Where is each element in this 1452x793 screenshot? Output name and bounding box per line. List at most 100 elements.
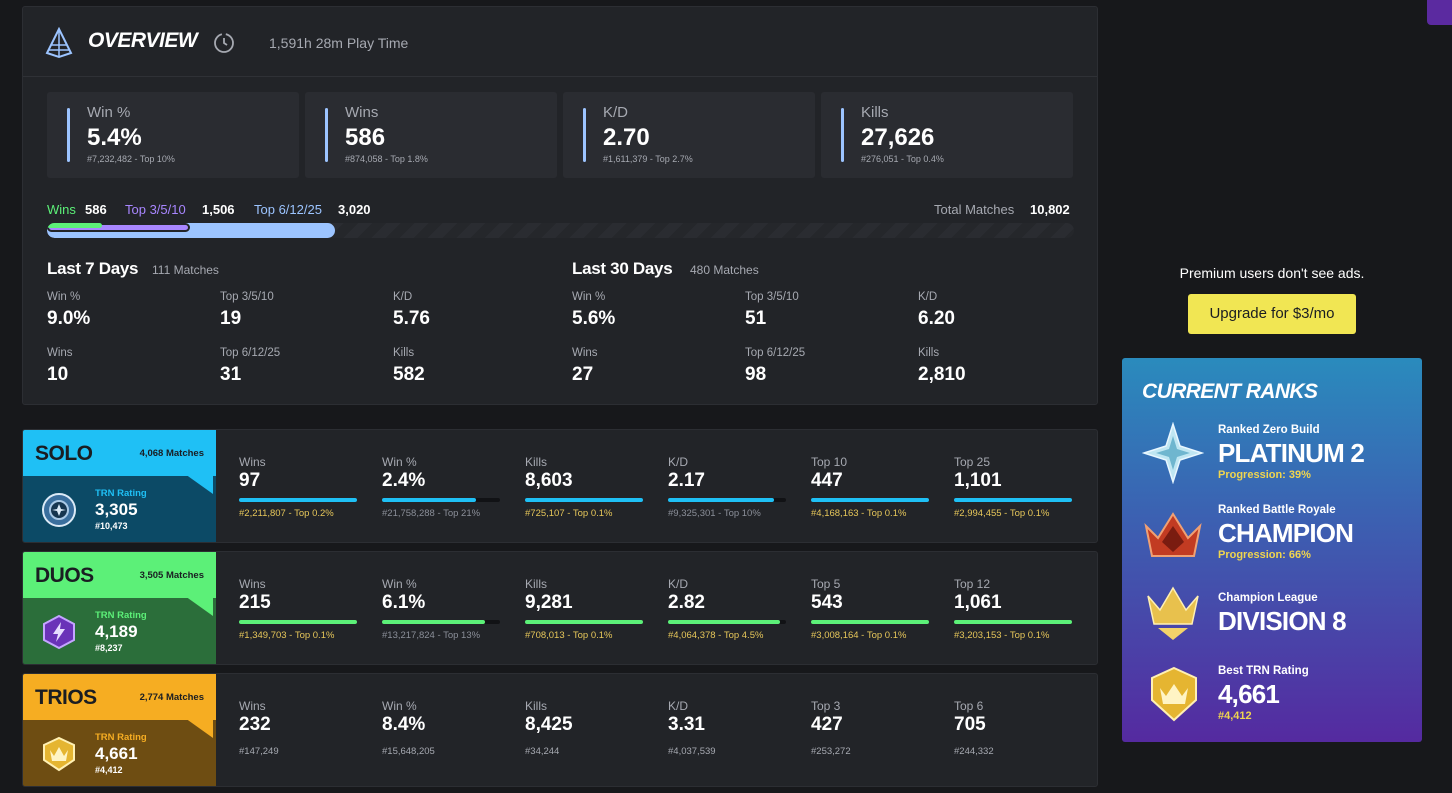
last30-stat-label: Win % (572, 291, 606, 303)
stat-rank: #7,232,482 - Top 10% (87, 154, 175, 164)
mode-stat-value: 8,603 (525, 470, 573, 491)
mode-name: SOLO (35, 442, 93, 465)
mode-stat-value: 543 (811, 592, 843, 613)
mode-stat-bar (811, 498, 929, 502)
stat-value: 2.70 (603, 124, 650, 151)
mode-stat-bar (668, 620, 786, 624)
mode-stat-bar-fill (954, 498, 1072, 502)
mode-stat: Kills 8,425 #34,244 (525, 674, 645, 786)
last7-stat-label: Wins (47, 347, 73, 359)
mode-stat-rank: #13,217,824 - Top 13% (382, 630, 481, 641)
last30-stat-value: 27 (572, 364, 594, 385)
placement-top3-value: 1,506 (202, 202, 235, 217)
mode-stat-value: 427 (811, 714, 843, 735)
rating-label: TRN Rating (95, 610, 147, 621)
mode-stat-rank: #708,013 - Top 0.1% (525, 630, 613, 641)
rank-zero-build-name: PLATINUM 2 (1218, 438, 1365, 468)
mode-card-trios[interactable]: TRIOS 2,774 Matches TRN Rating 4,661 #4,412 W… (22, 673, 1098, 787)
last30-stat-value: 98 (745, 364, 767, 385)
mode-stat: Wins 97 #2,211,807 - Top 0.2% (239, 430, 359, 542)
mode-stat-rank: #244,332 (954, 746, 994, 757)
mode-header-notch (185, 718, 213, 738)
corner-badge[interactable] (1427, 0, 1452, 25)
stat-accent-bar (583, 108, 586, 162)
mode-stat-bar (811, 620, 929, 624)
mode-stat-label: Win % (382, 577, 417, 591)
mode-stat-bar-fill (525, 498, 643, 502)
mode-header-notch (185, 596, 213, 616)
last7-stat-label: Win % (47, 291, 81, 303)
last7-stat-value: 5.76 (393, 308, 430, 329)
mode-stat-rank: #253,272 (811, 746, 851, 757)
mode-stat: Wins 232 #147,249 (239, 674, 359, 786)
mode-stat-rank: #34,244 (525, 746, 560, 757)
stat-label: Win % (87, 104, 131, 121)
last7-stat-label: K/D (393, 291, 413, 303)
mode-stat-bar (239, 498, 357, 502)
rating-value: 4,189 (95, 622, 138, 641)
mode-stat-bar-fill (239, 620, 357, 624)
mode-stat-label: Top 10 (811, 455, 848, 469)
mode-stat-label: Wins (239, 699, 266, 713)
mode-card-duos[interactable]: DUOS 3,505 Matches TRN Rating 4,189 #8,237 Wi… (22, 551, 1098, 665)
mode-stat-label: Win % (382, 455, 417, 469)
mode-stat-label: Top 6 (954, 699, 984, 713)
mode-stat: Kills 8,603 #725,107 - Top 0.1% (525, 430, 645, 542)
mode-left-panel: TRIOS 2,774 Matches TRN Rating 4,661 #4,412 (23, 674, 216, 786)
upgrade-button[interactable]: Upgrade for $3/mo (1188, 294, 1356, 334)
mode-stat-value: 6.1% (382, 592, 426, 613)
mode-stat-value: 2.82 (668, 592, 705, 613)
last7-stat-label: Kills (393, 347, 415, 359)
mode-card-solo[interactable]: SOLO 4,068 Matches TRN Rating 3,305 #10,473 W… (22, 429, 1098, 543)
rank-zero-build-category: Ranked Zero Build (1218, 424, 1320, 436)
mode-stat-value: 1,101 (954, 470, 1002, 491)
mode-stat-bar-fill (668, 620, 781, 624)
mode-matches: 2,774 Matches (139, 692, 204, 703)
last7-stat-value: 10 (47, 364, 69, 385)
mode-stat-bar-fill (668, 498, 775, 502)
mode-stat-bar-fill (382, 620, 485, 624)
mode-stat-value: 8.4% (382, 714, 426, 735)
overview-header: OVERVIEW 1,591h 28m Play Time (23, 7, 1097, 77)
mode-stat-label: Kills (525, 577, 548, 591)
rank-best-trn-rank: #4,412 (1218, 710, 1252, 722)
overview-stat-card: K/D 2.70 #1,611,379 - Top 2.7% (563, 92, 815, 178)
platinum-star-icon (1142, 422, 1204, 484)
mode-stat-value: 232 (239, 714, 271, 735)
overview-card: OVERVIEW 1,591h 28m Play Time Win % 5.4% #… (22, 6, 1098, 405)
mode-stat-rank: #9,325,301 - Top 10% (668, 508, 761, 519)
rank-best-trn-category: Best TRN Rating (1218, 665, 1309, 677)
mode-stat: Top 10 447 #4,168,163 - Top 0.1% (811, 430, 931, 542)
current-ranks-panel: CURRENT RANKS Ranked Zero Build PLATINUM… (1122, 358, 1422, 742)
mode-stat-rank: #3,203,153 - Top 0.1% (954, 630, 1050, 641)
solo-rank-icon (41, 492, 77, 528)
mode-stat-rank: #1,349,703 - Top 0.1% (239, 630, 335, 641)
mode-stat-value: 97 (239, 470, 261, 491)
mode-stat-bar-fill (811, 498, 929, 502)
mode-stat-rank: #4,064,378 - Top 4.5% (668, 630, 764, 641)
last30-stat-label: Wins (572, 347, 598, 359)
mode-stat: K/D 2.17 #9,325,301 - Top 10% (668, 430, 788, 542)
clock-icon (214, 33, 234, 53)
mode-stat: Top 12 1,061 #3,203,153 - Top 0.1% (954, 552, 1074, 664)
last7-stat-label: Top 3/5/10 (220, 291, 274, 303)
mode-header: TRIOS 2,774 Matches (23, 674, 216, 720)
mode-stat-bar (668, 498, 786, 502)
last7-title: Last 7 Days (47, 259, 139, 278)
stat-label: Wins (345, 104, 379, 121)
mode-stat-value: 2.17 (668, 470, 705, 491)
placement-top3-label: Top 3/5/10 (125, 202, 186, 217)
last30-stat-value: 51 (745, 308, 767, 329)
overview-pyramid-icon (45, 27, 73, 59)
mode-stat-label: Wins (239, 455, 266, 469)
rank-best-trn-name: 4,661 (1218, 679, 1280, 709)
stat-accent-bar (67, 108, 70, 162)
duos-rank-icon (41, 614, 77, 650)
mode-stat-value: 1,061 (954, 592, 1002, 613)
mode-stat-label: Kills (525, 455, 548, 469)
mode-stat-rank: #4,037,539 (668, 746, 716, 757)
mode-stat: Kills 9,281 #708,013 - Top 0.1% (525, 552, 645, 664)
last30-title: Last 30 Days (572, 259, 673, 278)
rank-battle-royale-progress: Progression: 66% (1218, 549, 1311, 561)
rating-value: 4,661 (95, 744, 138, 763)
